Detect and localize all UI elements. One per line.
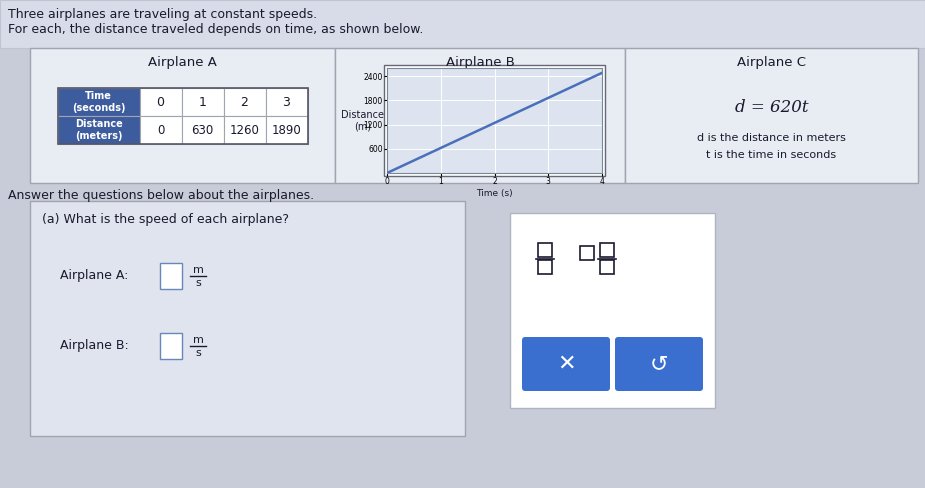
Bar — [538, 260, 552, 274]
Bar — [265, 116, 307, 144]
Bar — [57, 88, 307, 144]
Text: d = 620t: d = 620t — [734, 100, 808, 117]
Bar — [600, 243, 614, 257]
Bar — [0, 0, 925, 48]
Text: Airplane B: Airplane B — [446, 56, 514, 69]
Bar — [538, 243, 552, 257]
Text: 0: 0 — [156, 96, 165, 108]
Bar — [600, 260, 614, 274]
Bar — [57, 88, 140, 116]
Text: 3: 3 — [282, 96, 290, 108]
Text: Airplane A:: Airplane A: — [60, 269, 129, 283]
Bar — [510, 213, 715, 408]
Text: m: m — [192, 335, 204, 345]
FancyBboxPatch shape — [615, 337, 703, 391]
Text: t is the time in seconds: t is the time in seconds — [707, 150, 836, 160]
Text: 2: 2 — [240, 96, 249, 108]
Text: Airplane C: Airplane C — [737, 56, 806, 69]
Text: ✕: ✕ — [557, 354, 575, 374]
Text: Three airplanes are traveling at constant speeds.: Three airplanes are traveling at constan… — [8, 8, 317, 21]
Text: d is the distance in meters: d is the distance in meters — [697, 133, 846, 143]
Text: Time
(seconds): Time (seconds) — [72, 91, 125, 113]
Text: 1890: 1890 — [272, 123, 302, 137]
X-axis label: Time (s): Time (s) — [476, 189, 512, 198]
Text: 630: 630 — [191, 123, 214, 137]
Text: For each, the distance traveled depends on time, as shown below.: For each, the distance traveled depends … — [8, 23, 424, 36]
Text: Airplane A: Airplane A — [148, 56, 217, 69]
Bar — [30, 48, 335, 183]
Text: Distance
(meters): Distance (meters) — [75, 119, 122, 141]
Text: Answer the questions below about the airplanes.: Answer the questions below about the air… — [8, 189, 314, 202]
Bar — [30, 201, 465, 436]
Bar — [224, 116, 265, 144]
Text: 1: 1 — [199, 96, 206, 108]
Text: s: s — [195, 278, 201, 288]
Bar — [140, 88, 181, 116]
Bar — [384, 65, 605, 176]
Bar — [224, 88, 265, 116]
Text: 1260: 1260 — [229, 123, 259, 137]
Bar — [625, 48, 918, 183]
Bar — [265, 88, 307, 116]
Text: ↺: ↺ — [649, 354, 668, 374]
Text: s: s — [195, 348, 201, 358]
Bar — [181, 88, 224, 116]
Text: 0: 0 — [157, 123, 165, 137]
Text: Distance
(m): Distance (m) — [341, 110, 385, 131]
Text: (a) What is the speed of each airplane?: (a) What is the speed of each airplane? — [42, 213, 289, 226]
Bar — [580, 246, 594, 260]
Bar — [57, 116, 140, 144]
FancyBboxPatch shape — [522, 337, 610, 391]
Bar — [160, 333, 182, 359]
Bar — [335, 48, 625, 183]
Text: m: m — [192, 265, 204, 275]
Bar — [181, 116, 224, 144]
Bar — [160, 263, 182, 289]
Text: Airplane B:: Airplane B: — [60, 340, 129, 352]
Bar — [140, 116, 181, 144]
